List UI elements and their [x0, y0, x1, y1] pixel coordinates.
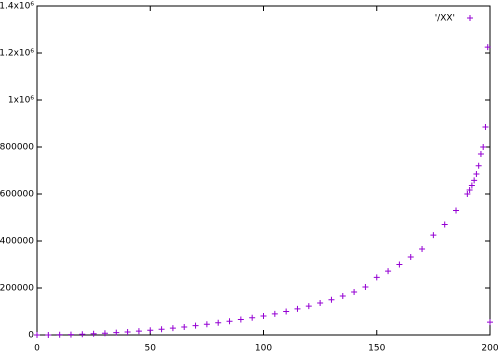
y-tick-label: 800000 [0, 143, 34, 153]
point [294, 305, 301, 312]
point [430, 232, 437, 239]
x-tick-label: 150 [368, 344, 385, 354]
point [124, 328, 131, 335]
point [317, 300, 324, 307]
point [473, 171, 480, 178]
point [147, 327, 154, 334]
point [158, 326, 165, 333]
point [215, 319, 222, 326]
point [351, 288, 358, 295]
point [113, 329, 120, 336]
point [79, 331, 86, 338]
point [466, 187, 473, 194]
point [385, 268, 392, 275]
y-tick-label: 600000 [0, 190, 34, 200]
point [305, 303, 312, 310]
point [396, 261, 403, 268]
point [34, 332, 40, 338]
point [67, 331, 74, 338]
legend-label: '/XX' [435, 14, 455, 24]
point [339, 292, 346, 299]
point [464, 191, 471, 197]
point [484, 44, 491, 51]
point [480, 144, 487, 150]
plot-border [36, 5, 491, 336]
point [328, 296, 335, 303]
point [373, 274, 380, 281]
point [283, 308, 290, 315]
point [192, 322, 199, 329]
point [45, 331, 52, 338]
point [169, 325, 176, 332]
y-tick-label: 200000 [0, 284, 34, 294]
point [90, 330, 97, 337]
point [101, 330, 108, 337]
point [260, 312, 267, 319]
x-tick-label: 0 [34, 344, 40, 354]
y-tick-label: 1.2x10⁶ [0, 49, 34, 59]
point [226, 318, 233, 325]
point [203, 321, 210, 328]
x-tick-label: 200 [481, 344, 498, 354]
point [487, 319, 493, 326]
point [362, 284, 369, 291]
point [56, 331, 63, 338]
point [477, 151, 484, 158]
y-tick-label: 0 [28, 331, 34, 341]
point [249, 314, 256, 321]
point [237, 316, 244, 323]
point [181, 323, 188, 330]
point [482, 124, 489, 131]
x-tick-label: 50 [145, 344, 157, 354]
legend-marker [467, 15, 473, 21]
point [135, 328, 142, 335]
point [475, 162, 482, 169]
point [468, 182, 475, 189]
y-tick-label: 1.4x10⁶ [0, 2, 34, 12]
point [419, 245, 426, 252]
y-tick-label: 400000 [0, 237, 34, 247]
point [453, 207, 460, 214]
point [441, 221, 448, 228]
point [407, 253, 414, 260]
y-tick-label: 1x10⁶ [8, 96, 35, 106]
x-tick-label: 100 [255, 344, 272, 354]
point [271, 310, 278, 317]
point [471, 177, 478, 184]
